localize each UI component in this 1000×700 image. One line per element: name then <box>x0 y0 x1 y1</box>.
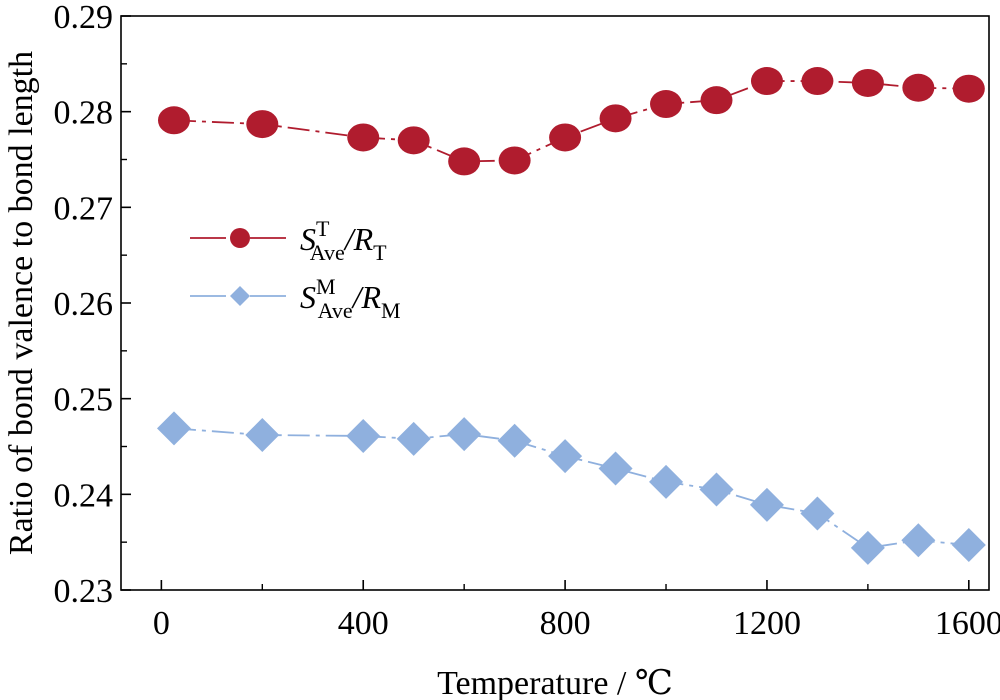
plot-border <box>120 15 990 591</box>
legend-item-M: SM Ave/RM <box>190 274 401 323</box>
data-point-T <box>650 90 683 119</box>
x-tick-label: 800 <box>540 605 591 642</box>
legend-label-part: S <box>300 221 316 257</box>
x-axis: 0 400 800 1200 1600 <box>153 580 1000 642</box>
data-point-M <box>548 439 583 474</box>
y-tick-label: 0.29 <box>54 0 114 36</box>
data-point-M <box>749 487 784 522</box>
data-point-T <box>801 67 834 96</box>
data-point-M <box>447 417 482 452</box>
data-point-T <box>599 104 632 133</box>
series-M <box>156 411 986 565</box>
y-tick-label: 0.24 <box>54 477 114 514</box>
legend-label-part: T <box>373 240 387 265</box>
x-tick-label: 400 <box>338 605 389 642</box>
data-point-M <box>800 496 835 531</box>
x-tick-label: 1600 <box>935 605 1000 642</box>
data-point-T <box>851 68 884 97</box>
legend-label-part: / <box>351 279 365 315</box>
x-tick-label: 1200 <box>733 605 801 642</box>
data-point-T <box>700 86 733 115</box>
data-point-T <box>246 110 279 139</box>
data-point-M <box>901 523 936 558</box>
y-axis: 0.23 0.24 0.25 0.26 0.27 0.28 0.29 <box>54 0 131 610</box>
legend-label-part: M <box>381 298 401 323</box>
data-point-M <box>850 530 885 565</box>
data-point-T <box>448 147 481 176</box>
legend-label-part: R <box>360 279 381 315</box>
x-axis-title: Temperature / ℃ <box>437 665 673 700</box>
legend-label-T: ST Ave/RT <box>300 216 387 265</box>
data-point-T <box>498 146 531 175</box>
legend-label-part: S <box>300 279 316 315</box>
legend-label-part: Ave <box>310 240 345 265</box>
y-tick-label: 0.23 <box>54 573 114 610</box>
data-point-T <box>157 106 190 135</box>
data-point-T <box>347 123 380 152</box>
data-point-M <box>245 418 280 453</box>
data-point-M <box>649 464 684 499</box>
data-point-M <box>156 411 191 446</box>
data-point-T <box>549 123 582 152</box>
series-layer <box>156 67 986 565</box>
data-point-M <box>951 528 986 563</box>
legend-label-part: R <box>353 221 374 257</box>
data-point-M <box>396 421 431 456</box>
legend-label-M: SM Ave/RM <box>300 274 401 323</box>
data-point-M <box>699 472 734 507</box>
y-tick-label: 0.28 <box>54 95 114 132</box>
data-point-M <box>598 451 633 486</box>
data-point-T <box>902 73 935 102</box>
y-tick-label: 0.26 <box>54 286 114 323</box>
legend-label-part: M <box>316 274 336 299</box>
series-line-T <box>173 80 969 163</box>
data-point-T <box>750 67 783 96</box>
y-tick-label: 0.25 <box>54 382 114 419</box>
y-axis-title: Ratio of bond valence to bond length <box>3 51 40 555</box>
data-point-M <box>346 418 381 453</box>
data-point-M <box>497 423 532 458</box>
legend-label-part: / <box>343 221 357 257</box>
legend-label-part: Ave <box>318 298 353 323</box>
data-point-T <box>397 126 430 155</box>
x-tick-label: 0 <box>153 605 170 642</box>
legend-marker-T <box>230 228 250 248</box>
series-T <box>157 67 985 176</box>
plot-frame <box>120 15 990 591</box>
data-point-T <box>952 74 985 103</box>
legend-label-part: T <box>316 216 330 241</box>
legend-marker-M <box>230 286 250 306</box>
y-tick-label: 0.27 <box>54 190 114 227</box>
legend-item-T: ST Ave/RT <box>190 216 387 265</box>
